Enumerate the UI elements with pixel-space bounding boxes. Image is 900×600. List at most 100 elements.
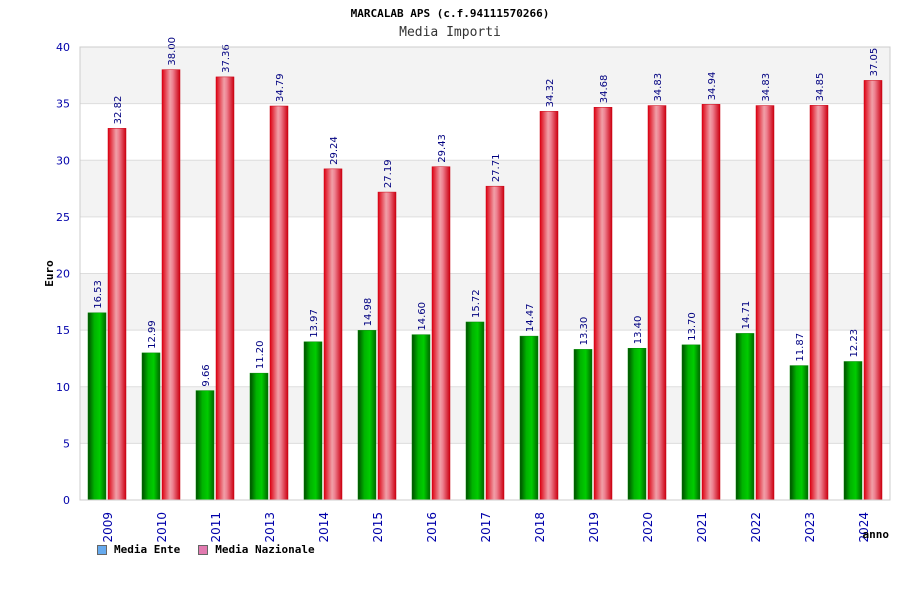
value-label-media-nazionale: 32.82 xyxy=(113,96,124,125)
chart-title: MARCALAB APS (c.f.94111570266) xyxy=(350,7,550,20)
bar-media-ente xyxy=(411,334,431,501)
chart-subtitle: Media Importi xyxy=(399,25,501,40)
y-tick-label: 0 xyxy=(63,494,70,507)
bar-media-ente xyxy=(681,344,701,501)
chart-legend: Media Ente Media Nazionale xyxy=(97,543,315,556)
y-tick-label: 25 xyxy=(56,211,70,224)
bar-media-ente xyxy=(465,321,485,501)
bar-media-nazionale xyxy=(863,80,883,501)
bar-media-nazionale xyxy=(107,128,127,501)
plot-frame xyxy=(79,46,891,501)
y-tick-label: 15 xyxy=(56,324,70,337)
bar-media-ente xyxy=(843,361,863,501)
x-tick-label: 2015 xyxy=(371,512,385,543)
value-label-media-ente: 13.97 xyxy=(309,309,320,338)
bar-media-nazionale xyxy=(701,104,721,501)
value-label-media-ente: 9.66 xyxy=(201,364,212,386)
x-tick-label: 2019 xyxy=(587,512,601,543)
value-label-media-nazionale: 34.32 xyxy=(545,79,556,108)
legend-swatch-media-ente xyxy=(97,544,107,555)
bar-media-nazionale xyxy=(485,185,505,501)
x-tick-label: 2011 xyxy=(209,512,223,543)
legend-label-media-ente: Media Ente xyxy=(114,543,181,556)
value-label-media-nazionale: 27.71 xyxy=(491,154,502,183)
bar-media-nazionale xyxy=(647,105,667,501)
value-label-media-ente: 13.40 xyxy=(633,316,644,345)
bar-media-nazionale xyxy=(755,105,775,501)
y-tick-label: 5 xyxy=(63,437,70,450)
value-label-media-nazionale: 34.79 xyxy=(275,73,286,102)
value-label-media-nazionale: 37.05 xyxy=(869,48,880,77)
bar-media-nazionale xyxy=(539,111,559,501)
bar-media-ente xyxy=(789,365,809,501)
bar-media-ente xyxy=(735,333,755,501)
bar-media-nazionale xyxy=(377,191,397,501)
y-tick-label: 35 xyxy=(56,98,70,111)
value-label-media-ente: 16.53 xyxy=(93,280,104,309)
x-tick-label: 2016 xyxy=(425,512,439,543)
value-label-media-nazionale: 34.83 xyxy=(653,73,664,102)
bar-media-nazionale xyxy=(215,76,235,501)
grid-band xyxy=(80,47,890,104)
value-label-media-ente: 11.87 xyxy=(795,333,806,362)
bar-media-nazionale xyxy=(809,105,829,501)
legend-label-media-nazionale: Media Nazionale xyxy=(215,543,315,556)
value-label-media-nazionale: 34.85 xyxy=(815,73,826,102)
bar-media-nazionale xyxy=(593,106,613,501)
bar-media-nazionale xyxy=(431,166,451,501)
bar-media-ente xyxy=(303,341,323,501)
legend-item-media-ente: Media Ente xyxy=(97,543,180,556)
value-label-media-ente: 11.20 xyxy=(255,341,266,370)
y-tick-label: 10 xyxy=(56,381,70,394)
value-label-media-nazionale: 29.24 xyxy=(329,136,340,165)
grid-band xyxy=(80,386,890,444)
grid-band xyxy=(80,330,890,387)
value-label-media-ente: 14.71 xyxy=(741,301,752,330)
value-label-media-ente: 13.30 xyxy=(579,317,590,346)
value-label-media-ente: 15.72 xyxy=(471,289,482,318)
bar-media-ente xyxy=(249,372,269,501)
value-label-media-ente: 13.70 xyxy=(687,312,698,341)
value-label-media-ente: 14.98 xyxy=(363,298,374,327)
bar-media-ente xyxy=(519,335,539,501)
grid-band xyxy=(80,443,890,500)
legend-swatch-media-nazionale xyxy=(198,544,209,555)
y-axis-label: Euro xyxy=(43,260,56,287)
value-label-media-nazionale: 37.36 xyxy=(221,44,232,73)
bar-media-nazionale xyxy=(323,168,343,501)
grid-band xyxy=(80,160,890,217)
legend-item-media-nazionale: Media Nazionale xyxy=(198,543,315,556)
y-tick-label: 40 xyxy=(56,41,70,54)
x-tick-label: 2021 xyxy=(695,512,709,543)
value-label-media-ente: 12.23 xyxy=(849,329,860,358)
value-label-media-ente: 12.99 xyxy=(147,320,158,349)
value-label-media-ente: 14.60 xyxy=(417,302,428,331)
y-tick-label: 30 xyxy=(56,154,70,167)
grid-band xyxy=(80,216,890,274)
bar-media-ente xyxy=(141,352,161,501)
bar-media-nazionale xyxy=(269,105,289,501)
value-label-media-nazionale: 27.19 xyxy=(383,159,394,188)
bar-media-ente xyxy=(87,312,107,501)
bar-media-nazionale xyxy=(161,69,181,501)
grid-band xyxy=(80,273,890,331)
x-tick-label: 2017 xyxy=(479,512,493,543)
value-label-media-nazionale: 34.83 xyxy=(761,73,772,102)
value-label-media-nazionale: 34.68 xyxy=(599,75,610,104)
x-tick-label: 2022 xyxy=(749,512,763,543)
value-label-media-ente: 14.47 xyxy=(525,303,536,332)
bar-media-ente xyxy=(573,349,593,501)
bar-media-ente xyxy=(195,390,215,501)
bar-media-ente xyxy=(357,330,377,501)
x-tick-label: 2009 xyxy=(101,512,115,543)
x-tick-label: 2010 xyxy=(155,512,169,543)
x-tick-label: 2020 xyxy=(641,512,655,543)
value-label-media-nazionale: 29.43 xyxy=(437,134,448,163)
x-tick-label: 2014 xyxy=(317,512,331,543)
x-tick-label: 2018 xyxy=(533,512,547,543)
value-label-media-nazionale: 34.94 xyxy=(707,72,718,101)
x-tick-label: 2024 xyxy=(857,512,871,543)
x-tick-label: 2013 xyxy=(263,512,277,543)
